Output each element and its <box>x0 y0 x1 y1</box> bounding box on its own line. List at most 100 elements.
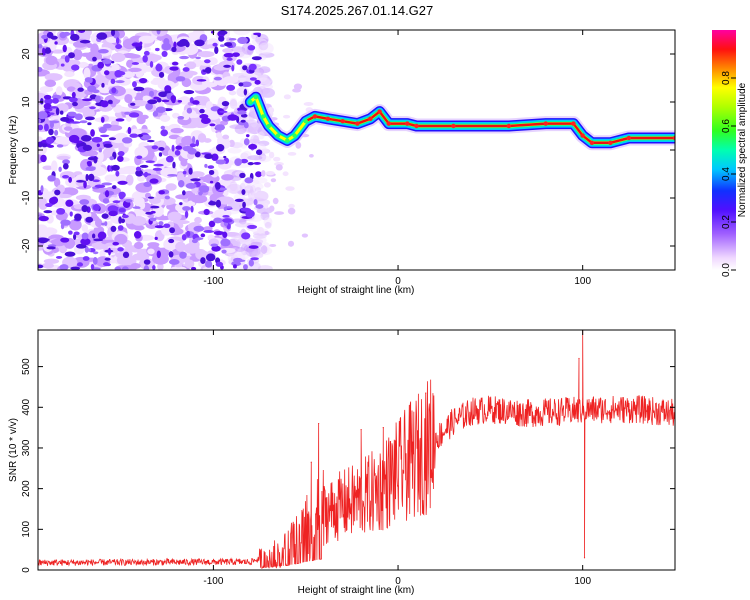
noise-blob <box>287 240 295 247</box>
noise-spot <box>153 96 160 100</box>
noise-spot <box>143 181 152 187</box>
noise-spot <box>40 154 47 163</box>
ridge-point <box>386 121 392 126</box>
noise-spot <box>148 90 155 97</box>
noise-blob <box>227 147 242 154</box>
noise-spot <box>169 227 175 234</box>
noise-spot <box>97 61 105 69</box>
noise-blob <box>203 138 212 143</box>
ridge-point <box>253 95 259 100</box>
noise-spot <box>200 117 211 125</box>
noise-spot <box>100 116 105 123</box>
noise-blob <box>63 126 73 131</box>
noise-spot <box>45 203 53 208</box>
noise-spot <box>38 215 49 222</box>
noise-spot <box>188 167 193 175</box>
noise-spot <box>127 126 132 135</box>
noise-spot <box>98 126 107 134</box>
noise-spot <box>234 158 242 166</box>
noise-spot <box>94 184 106 189</box>
noise-blob <box>229 124 245 130</box>
noise-spot <box>100 100 109 108</box>
noise-spot <box>152 167 163 171</box>
noise-spot <box>158 190 165 195</box>
noise-blob <box>147 242 160 248</box>
noise-spot <box>68 96 78 103</box>
noise-spot <box>79 120 88 124</box>
noise-spot <box>173 41 177 49</box>
spectrogram-y-tick-label: -10 <box>21 190 32 205</box>
noise-blob <box>134 92 144 103</box>
noise-spot <box>100 134 110 138</box>
noise-spot <box>242 264 248 270</box>
noise-blob <box>83 67 91 80</box>
noise-blob <box>263 182 271 188</box>
noise-spot <box>88 77 93 84</box>
noise-spot <box>104 257 111 261</box>
ridge-point <box>589 140 595 145</box>
noise-spot <box>142 55 148 63</box>
noise-spot <box>62 163 69 170</box>
noise-spot <box>208 220 216 228</box>
noise-blob <box>188 113 200 119</box>
noise-blob <box>229 98 238 110</box>
noise-spot <box>80 238 91 246</box>
colorbar-tick-label: 0.8 <box>721 71 732 85</box>
noise-spot <box>79 199 90 205</box>
noise-spot <box>154 236 158 241</box>
noise-blob <box>82 107 95 120</box>
noise-spot <box>161 42 172 51</box>
noise-spot <box>110 225 117 233</box>
noise-spot <box>121 214 129 219</box>
noise-spot <box>48 112 55 116</box>
noise-spot <box>214 124 226 131</box>
colorbar-tick-label: 0.4 <box>721 167 732 181</box>
noise-spot <box>70 33 80 42</box>
noise-spot <box>76 262 84 267</box>
ridge-point <box>285 138 290 143</box>
noise-blob <box>197 50 215 58</box>
noise-blob <box>146 154 154 161</box>
noise-blob <box>72 48 83 61</box>
noise-spot <box>213 76 222 81</box>
noise-spot <box>236 59 243 65</box>
noise-blob <box>222 134 230 140</box>
noise-spot <box>243 138 250 146</box>
noise-blob <box>122 53 137 59</box>
noise-spot <box>67 111 77 117</box>
noise-spot <box>164 85 172 93</box>
noise-blob <box>283 94 291 100</box>
noise-spot <box>46 31 54 39</box>
noise-spot <box>224 206 233 209</box>
noise-spot <box>179 251 187 259</box>
noise-blob <box>44 79 57 88</box>
noise-spot <box>248 245 259 249</box>
noise-spot <box>243 88 248 96</box>
noise-spot <box>209 123 216 127</box>
noise-spot <box>59 110 64 115</box>
noise-spot <box>50 196 59 204</box>
noise-blob <box>257 131 265 140</box>
noise-spot <box>177 99 183 103</box>
noise-spot <box>202 69 209 73</box>
noise-spot <box>250 257 259 261</box>
noise-spot <box>221 101 230 107</box>
noise-spot <box>226 84 236 91</box>
noise-spot <box>129 133 139 138</box>
noise-spot <box>253 32 262 36</box>
noise-blob <box>244 185 254 194</box>
noise-spot <box>241 232 251 240</box>
noise-blob <box>38 198 47 203</box>
noise-spot <box>182 190 186 196</box>
noise-blob <box>261 170 266 177</box>
spectrogram-x-tick-label: 100 <box>574 276 591 287</box>
noise-spot <box>41 143 48 148</box>
noise-spot <box>187 148 197 155</box>
noise-blob <box>235 247 245 252</box>
noise-spot <box>158 221 164 226</box>
colorbar-axes: 0.0 0.2 0.4 0.6 0.8 <box>721 71 736 277</box>
noise-spot <box>124 111 131 115</box>
noise-spot <box>210 243 218 247</box>
noise-spot <box>248 143 258 150</box>
